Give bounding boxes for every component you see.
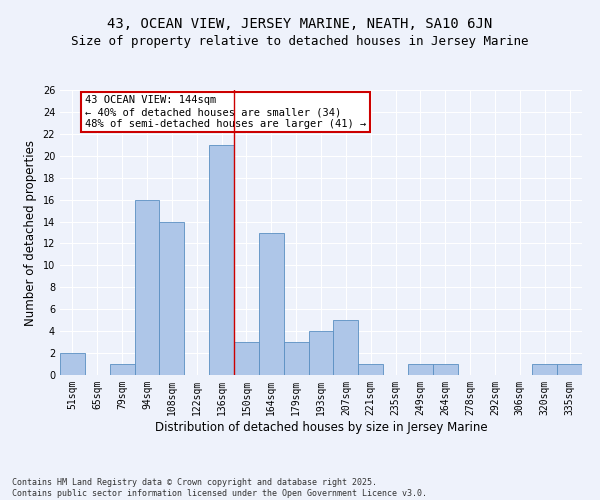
Bar: [284, 342, 308, 375]
Bar: [334, 320, 358, 375]
Bar: [532, 364, 557, 375]
Y-axis label: Number of detached properties: Number of detached properties: [24, 140, 37, 326]
Bar: [110, 364, 134, 375]
Bar: [259, 232, 284, 375]
Bar: [234, 342, 259, 375]
Text: Size of property relative to detached houses in Jersey Marine: Size of property relative to detached ho…: [71, 35, 529, 48]
Bar: [308, 331, 334, 375]
Bar: [433, 364, 458, 375]
X-axis label: Distribution of detached houses by size in Jersey Marine: Distribution of detached houses by size …: [155, 420, 487, 434]
Text: Contains HM Land Registry data © Crown copyright and database right 2025.
Contai: Contains HM Land Registry data © Crown c…: [12, 478, 427, 498]
Bar: [134, 200, 160, 375]
Bar: [160, 222, 184, 375]
Bar: [557, 364, 582, 375]
Bar: [60, 353, 85, 375]
Bar: [408, 364, 433, 375]
Bar: [209, 145, 234, 375]
Text: 43, OCEAN VIEW, JERSEY MARINE, NEATH, SA10 6JN: 43, OCEAN VIEW, JERSEY MARINE, NEATH, SA…: [107, 18, 493, 32]
Text: 43 OCEAN VIEW: 144sqm
← 40% of detached houses are smaller (34)
48% of semi-deta: 43 OCEAN VIEW: 144sqm ← 40% of detached …: [85, 96, 366, 128]
Bar: [358, 364, 383, 375]
